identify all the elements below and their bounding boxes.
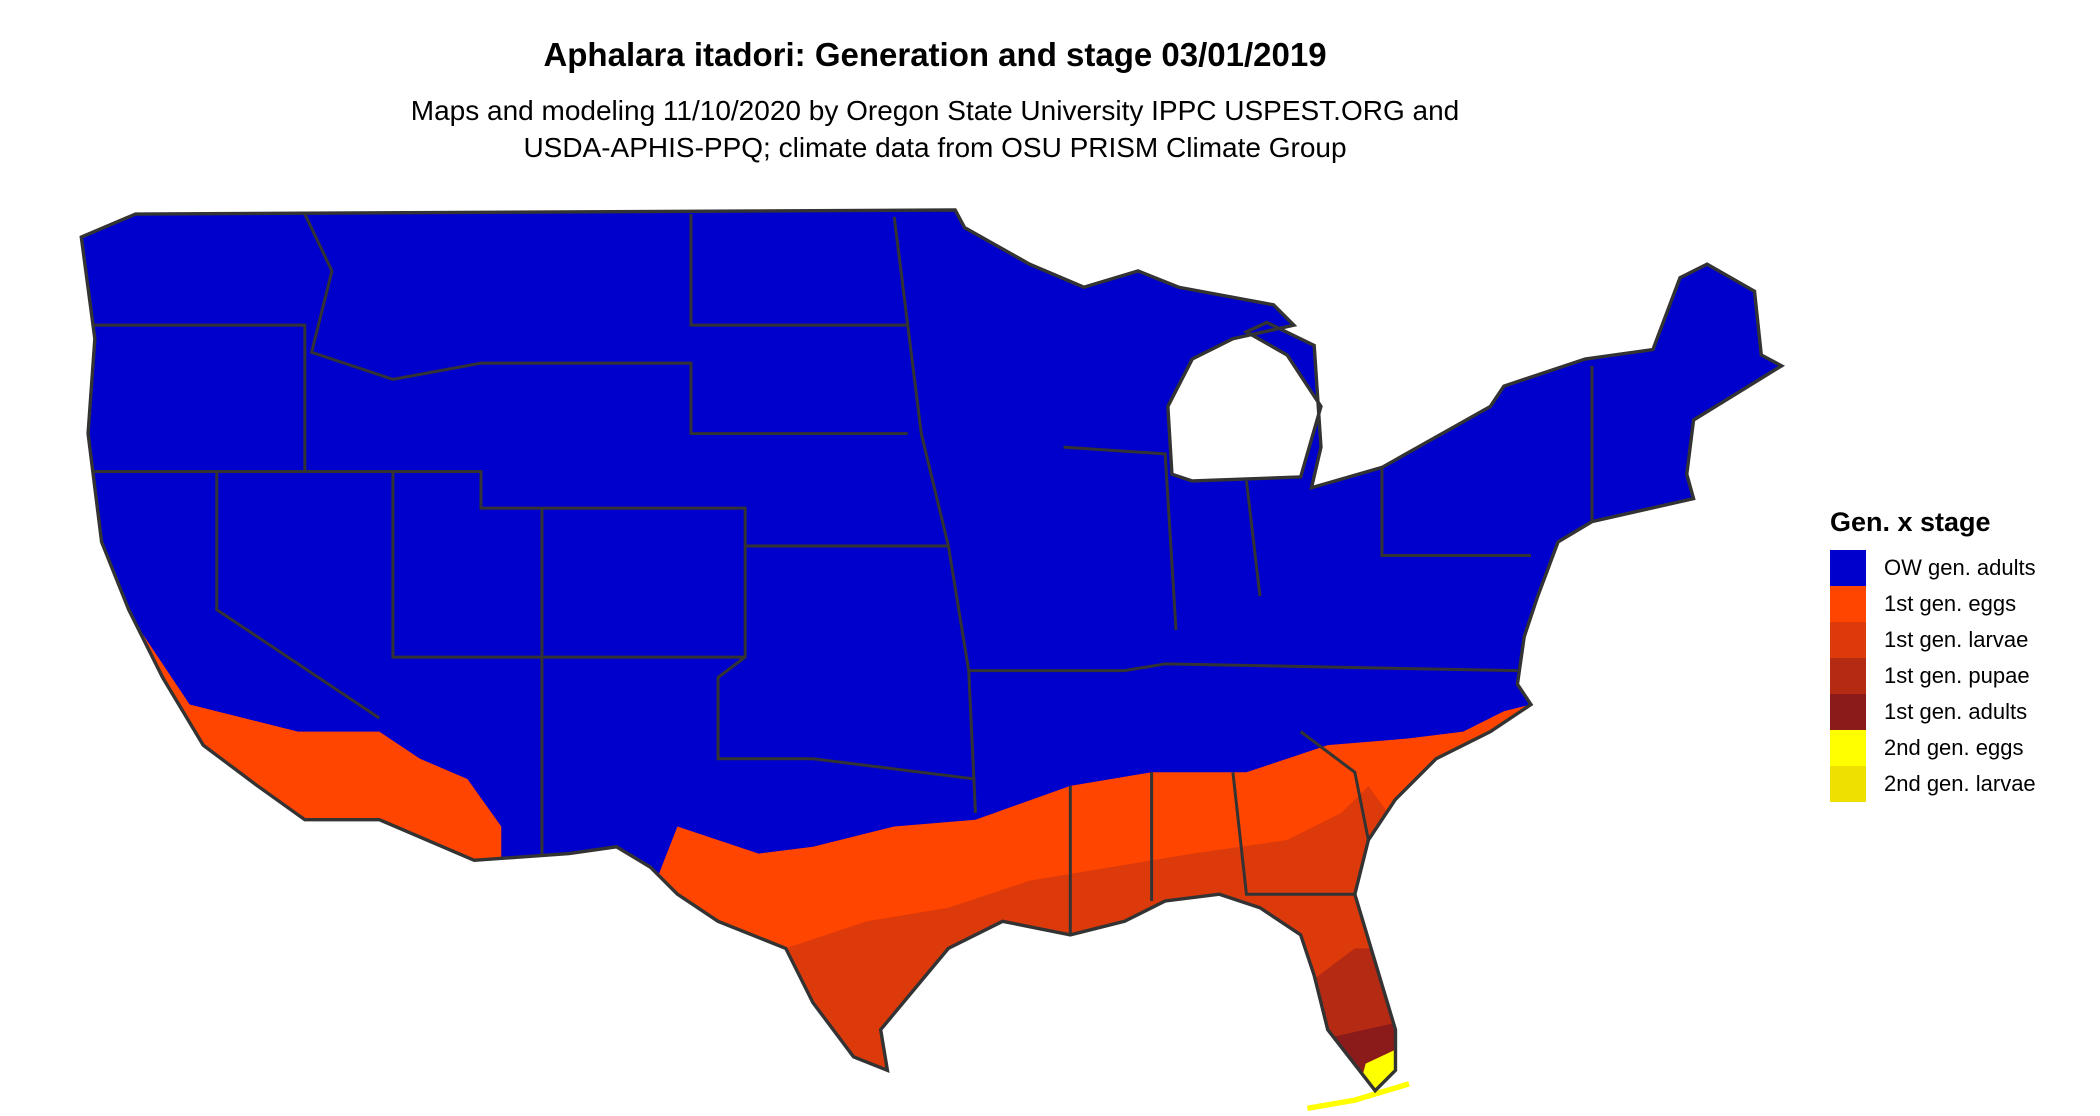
legend-swatch [1830, 730, 1866, 766]
legend-item: 1st gen. pupae [1830, 658, 2036, 694]
legend-label: 1st gen. pupae [1884, 663, 2030, 688]
state-borders [88, 213, 1594, 935]
legend-label: 1st gen. adults [1884, 699, 2028, 724]
legend-swatch [1830, 622, 1866, 658]
legend-label: 1st gen. larvae [1884, 627, 2029, 652]
legend-swatch [1830, 766, 1866, 802]
legend-item: 1st gen. eggs [1830, 586, 2036, 622]
legend-swatch [1830, 586, 1866, 622]
map-title: Aphalara itadori: Generation and stage 0… [543, 36, 1327, 73]
legend-label: OW gen. adults [1884, 555, 2036, 580]
subtitle-line-2: USDA-APHIS-PPQ; climate data from OSU PR… [523, 132, 1347, 163]
legend-label: 2nd gen. eggs [1884, 735, 2024, 760]
legend-swatch [1830, 550, 1866, 586]
legend-item: 2nd gen. larvae [1830, 766, 2036, 802]
legend-items: OW gen. adults 1st gen. eggs 1st gen. larv… [1830, 550, 2036, 802]
legend-item: 1st gen. adults [1830, 694, 2036, 730]
subtitle-line-1: Maps and modeling 11/10/2020 by Oregon S… [410, 95, 1460, 126]
legend-title: Gen. x stage [1830, 507, 1991, 537]
legend-label: 2nd gen. larvae [1884, 771, 2036, 796]
legend-item: 2nd gen. eggs [1830, 730, 2036, 766]
legend-item: 1st gen. larvae [1830, 622, 2036, 658]
florida-keys [1306, 1081, 1410, 1111]
legend-label: 1st gen. eggs [1884, 591, 2017, 616]
legend-item: OW gen. adults [1830, 550, 2036, 586]
legend: Gen. x stage OW gen. adults 1st gen. eggs… [1830, 507, 2036, 802]
legend-swatch [1830, 658, 1866, 694]
legend-swatch [1830, 694, 1866, 730]
